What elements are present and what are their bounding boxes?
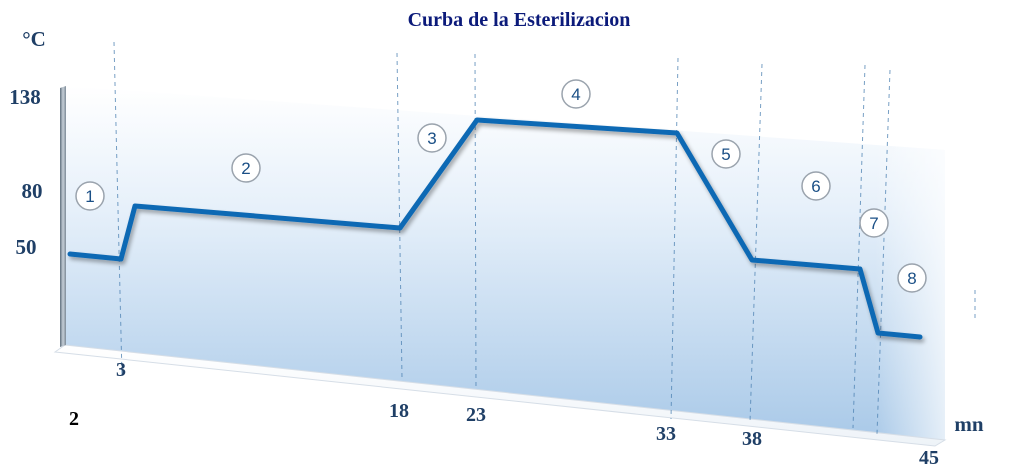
x-tick-label: 38 (742, 428, 762, 450)
phase-marker: 8 (897, 263, 927, 293)
phase-marker: 6 (801, 171, 831, 201)
x-tick-label: 18 (389, 400, 409, 422)
guide-line (474, 53, 477, 391)
phase-circle (561, 79, 591, 109)
y-axis-unit: °C (22, 27, 46, 51)
x-axis-unit: mn (954, 412, 983, 436)
phase-number: 4 (571, 85, 580, 104)
phase-circle (801, 171, 831, 201)
chart-panel-fade (65, 86, 945, 440)
phase-marker: 5 (711, 139, 741, 169)
phase-marker: 3 (417, 123, 447, 153)
y-tick-label: 80 (22, 179, 43, 203)
phase-circle (231, 153, 261, 183)
y-tick-label: 50 (16, 235, 37, 259)
phase-circle (417, 123, 447, 153)
guide-line (749, 63, 763, 423)
phase-marker: 2 (231, 153, 261, 183)
y-tick-labels: 138 80 50 (9, 85, 42, 259)
chart-floor (53, 344, 947, 447)
phase-number: 8 (907, 269, 916, 288)
x-tick-label: 2 (69, 408, 79, 430)
y-axis-wall (60, 86, 66, 347)
phase-marker: 7 (859, 208, 889, 238)
phase-markers: 1 2 3 4 5 6 7 8 (75, 79, 927, 293)
guide-line (396, 52, 403, 379)
phase-number: 3 (427, 129, 436, 148)
y-tick-label: 138 (9, 85, 41, 109)
phase-number: 7 (869, 214, 878, 233)
phase-marker: 4 (561, 79, 591, 109)
chart-title: Curba de la Esterilizacion (408, 9, 631, 31)
phase-number: 1 (85, 187, 94, 206)
x-tick-label: 3 (116, 359, 126, 381)
phase-circle (711, 139, 741, 169)
phase-marker: 1 (75, 181, 105, 211)
phase-number: 5 (721, 145, 730, 164)
x-tick-label: 23 (466, 404, 486, 426)
x-tick-label: 33 (656, 423, 676, 445)
temperature-curve (67, 117, 923, 340)
phase-circle (897, 263, 927, 293)
phase-circle (859, 208, 889, 238)
phase-circle (75, 181, 105, 211)
phase-number: 6 (811, 177, 820, 196)
x-tick-label: 45 (919, 447, 939, 469)
phase-guide-lines (113, 41, 976, 435)
phase-number: 2 (241, 159, 250, 178)
